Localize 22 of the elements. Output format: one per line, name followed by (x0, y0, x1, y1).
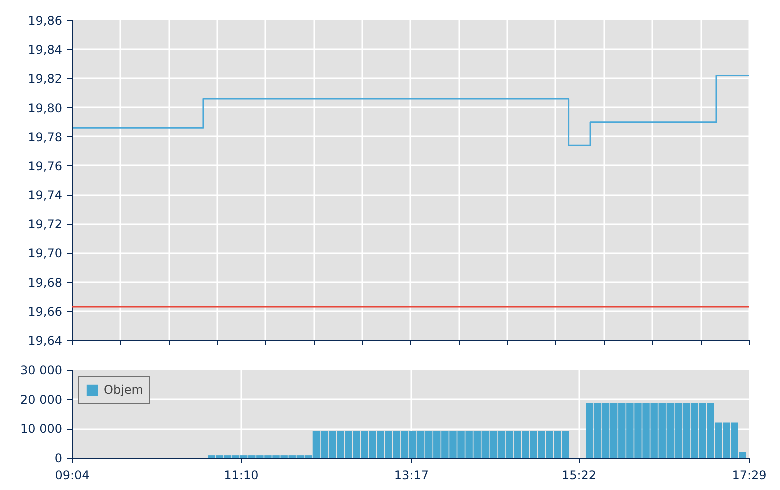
y-tick-label: 19,76 (28, 159, 63, 174)
y-tick-label: 19,72 (28, 218, 63, 232)
y-tick-label: 19,70 (28, 246, 63, 261)
y-tick-label: 19,80 (28, 101, 63, 116)
x-tick-label: 15:22 (562, 468, 597, 482)
y-tick-label: 0 (54, 452, 63, 466)
y-tick-label: 19,64 (28, 334, 63, 348)
y-tick-label: 19,78 (28, 130, 63, 144)
y-tick-label: 19,66 (28, 304, 63, 319)
x-tick-label: 17:29 (732, 468, 767, 482)
y-tick-label: 19,86 (28, 14, 63, 28)
y-tick-label: 10 000 (20, 422, 63, 436)
y-tick-label: 20 000 (20, 392, 63, 407)
x-tick-label: 11:10 (224, 468, 259, 482)
y-tick-label: 19,68 (28, 276, 63, 290)
y-tick-label: 30 000 (20, 364, 63, 378)
legend-label: Objem (104, 383, 144, 397)
y-tick-label: 19,84 (28, 43, 63, 58)
x-tick-label: 09:04 (55, 468, 90, 482)
x-tick-label: 13:17 (394, 468, 429, 482)
y-tick-label: 19,82 (28, 72, 63, 86)
y-tick-label: 19,74 (28, 188, 63, 203)
